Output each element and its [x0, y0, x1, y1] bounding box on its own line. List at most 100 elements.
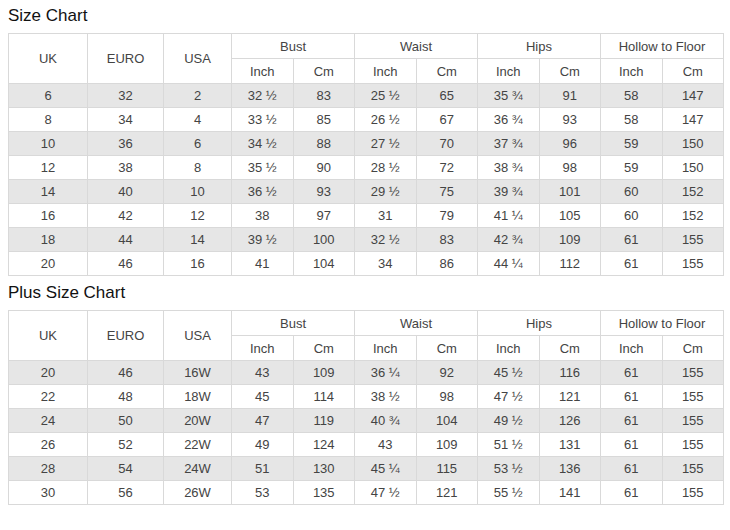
cell: 12: [9, 156, 88, 180]
cell: 31: [355, 204, 417, 228]
cell: 45 ½: [478, 361, 540, 385]
cell: 27 ½: [355, 132, 417, 156]
unit-header-hollow-to-floor-cm: Cm: [662, 336, 724, 361]
cell: 46: [88, 361, 164, 385]
cell: 53: [232, 481, 294, 505]
cell: 54: [88, 457, 164, 481]
unit-header-bust-inch: Inch: [232, 59, 294, 84]
cell: 53 ½: [478, 457, 540, 481]
unit-header-hollow-to-floor-inch: Inch: [601, 336, 663, 361]
plus-size-chart-title: Plus Size Chart: [8, 283, 722, 303]
cell: 61: [601, 228, 663, 252]
cell: 135: [293, 481, 355, 505]
table-header: UKEUROUSABustWaistHipsHollow to FloorInc…: [9, 311, 724, 361]
cell: 44: [88, 228, 164, 252]
cell: 8: [164, 156, 232, 180]
cell: 115: [416, 457, 478, 481]
cell: 24: [9, 409, 88, 433]
table-header: UKEUROUSABustWaistHipsHollow to FloorInc…: [9, 34, 724, 84]
cell: 98: [416, 385, 478, 409]
cell: 49 ½: [478, 409, 540, 433]
group-header-hollow-to-floor: Hollow to Floor: [601, 311, 724, 336]
column-header-euro: EURO: [88, 311, 164, 361]
table-row: 14401036 ½9329 ½7539 ¾10160152: [9, 180, 724, 204]
cell: 51: [232, 457, 294, 481]
cell: 109: [539, 228, 601, 252]
cell: 152: [662, 204, 724, 228]
table-row: 632232 ½8325 ½6535 ¾9158147: [9, 84, 724, 108]
table-row: 224818W4511438 ½9847 ½12161155: [9, 385, 724, 409]
cell: 112: [539, 252, 601, 276]
column-header-uk: UK: [9, 34, 88, 84]
cell: 49: [232, 433, 294, 457]
table-row: 204616W4310936 ¼9245 ½11661155: [9, 361, 724, 385]
cell: 119: [293, 409, 355, 433]
cell: 155: [662, 409, 724, 433]
cell: 36 ½: [232, 180, 294, 204]
cell: 61: [601, 361, 663, 385]
cell: 60: [601, 180, 663, 204]
cell: 30: [9, 481, 88, 505]
group-header-waist: Waist: [355, 34, 478, 59]
cell: 61: [601, 252, 663, 276]
cell: 35 ¾: [478, 84, 540, 108]
cell: 38: [232, 204, 294, 228]
column-header-usa: USA: [164, 311, 232, 361]
cell: 47 ½: [478, 385, 540, 409]
cell: 26 ½: [355, 108, 417, 132]
cell: 36: [88, 132, 164, 156]
group-header-bust: Bust: [232, 311, 355, 336]
cell: 121: [539, 385, 601, 409]
cell: 155: [662, 361, 724, 385]
cell: 61: [601, 433, 663, 457]
cell: 155: [662, 481, 724, 505]
cell: 32: [88, 84, 164, 108]
cell: 91: [539, 84, 601, 108]
cell: 25 ½: [355, 84, 417, 108]
cell: 97: [293, 204, 355, 228]
cell: 41 ¼: [478, 204, 540, 228]
cell: 45 ¼: [355, 457, 417, 481]
table-row: 834433 ½8526 ½6736 ¾9358147: [9, 108, 724, 132]
cell: 65: [416, 84, 478, 108]
group-header-hollow-to-floor: Hollow to Floor: [601, 34, 724, 59]
cell: 79: [416, 204, 478, 228]
cell: 16W: [164, 361, 232, 385]
cell: 39 ¾: [478, 180, 540, 204]
cell: 44 ¼: [478, 252, 540, 276]
cell: 47: [232, 409, 294, 433]
table-row: 1642123897317941 ¼10560152: [9, 204, 724, 228]
cell: 59: [601, 156, 663, 180]
cell: 58: [601, 84, 663, 108]
cell: 101: [539, 180, 601, 204]
cell: 38: [88, 156, 164, 180]
cell: 147: [662, 84, 724, 108]
cell: 90: [293, 156, 355, 180]
table-row: 285424W5113045 ¼11553 ½13661155: [9, 457, 724, 481]
cell: 150: [662, 156, 724, 180]
cell: 42: [88, 204, 164, 228]
size-chart-title: Size Chart: [8, 6, 722, 26]
cell: 155: [662, 433, 724, 457]
group-header-hips: Hips: [478, 34, 601, 59]
cell: 16: [164, 252, 232, 276]
cell: 58: [601, 108, 663, 132]
cell: 36 ¾: [478, 108, 540, 132]
cell: 38 ¾: [478, 156, 540, 180]
unit-header-waist-cm: Cm: [416, 336, 478, 361]
unit-header-hips-inch: Inch: [478, 336, 540, 361]
cell: 104: [293, 252, 355, 276]
table-body: 204616W4310936 ¼9245 ½11661155224818W451…: [9, 361, 724, 505]
cell: 104: [416, 409, 478, 433]
cell: 98: [539, 156, 601, 180]
unit-header-waist-inch: Inch: [355, 336, 417, 361]
cell: 10: [9, 132, 88, 156]
cell: 28: [9, 457, 88, 481]
cell: 47 ½: [355, 481, 417, 505]
unit-header-hips-cm: Cm: [539, 59, 601, 84]
unit-header-bust-cm: Cm: [293, 59, 355, 84]
cell: 105: [539, 204, 601, 228]
cell: 61: [601, 457, 663, 481]
table-row: 245020W4711940 ¾10449 ½12661155: [9, 409, 724, 433]
cell: 51 ½: [478, 433, 540, 457]
